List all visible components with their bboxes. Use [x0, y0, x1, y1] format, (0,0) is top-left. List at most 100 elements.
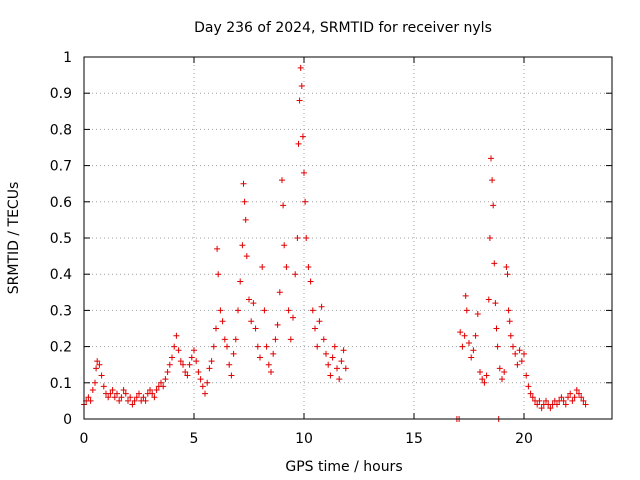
data-point: [114, 390, 120, 397]
data-point: [301, 169, 307, 176]
data-point: [340, 347, 347, 354]
data-point: [490, 202, 497, 209]
data-point: [199, 383, 206, 390]
data-point: [89, 387, 96, 394]
data-point: [270, 350, 277, 357]
data-point: [521, 350, 527, 357]
data-point: [518, 358, 525, 365]
data-point: [342, 365, 349, 372]
data-point: [162, 376, 169, 383]
data-point: [536, 397, 543, 404]
data-point: [186, 361, 193, 368]
data-point: [571, 394, 578, 401]
y-tick-label: 0.6: [50, 195, 72, 211]
data-point: [507, 332, 514, 339]
data-point: [504, 271, 511, 278]
data-point: [543, 397, 549, 404]
data-point: [268, 368, 274, 375]
data-point: [246, 296, 252, 303]
data-point: [516, 347, 523, 354]
data-point: [486, 235, 493, 241]
data-point: [127, 394, 134, 401]
data-point: [100, 383, 107, 390]
data-point: [136, 390, 142, 397]
data-point: [96, 361, 103, 368]
data-point: [466, 339, 472, 346]
data-point: [153, 387, 160, 394]
data-point: [116, 397, 123, 404]
data-point: [488, 155, 494, 162]
data-point: [215, 271, 222, 278]
data-point: [338, 358, 345, 365]
data-point: [206, 365, 213, 372]
data-point: [514, 361, 521, 368]
data-point: [299, 133, 306, 140]
data-point: [562, 401, 569, 408]
data-point: [204, 379, 211, 386]
data-point: [175, 347, 182, 354]
data-point: [510, 343, 516, 350]
data-point: [164, 368, 171, 375]
data-point: [529, 394, 536, 401]
data-point: [303, 235, 310, 241]
data-point: [240, 180, 247, 187]
data-point: [494, 343, 501, 350]
data-point: [506, 318, 513, 325]
x-tick-label: 10: [295, 431, 313, 447]
y-tick-label: 0.5: [50, 231, 72, 247]
data-point: [180, 361, 186, 368]
data-point: [85, 394, 92, 401]
data-point: [309, 307, 316, 314]
y-tick-label: 0.2: [50, 340, 72, 356]
data-point: [499, 376, 505, 383]
data-point: [459, 343, 466, 350]
y-tick-label: 0.4: [50, 267, 72, 283]
data-point: [221, 336, 228, 343]
data-point: [235, 307, 241, 314]
data-point: [320, 336, 327, 343]
y-tick-label: 1: [63, 50, 72, 66]
data-point: [239, 242, 246, 249]
data-point: [214, 245, 221, 252]
data-point: [318, 303, 325, 310]
data-point: [512, 350, 519, 357]
data-point: [228, 372, 235, 379]
data-point: [287, 336, 294, 343]
data-point: [230, 350, 237, 357]
data-point: [129, 401, 136, 408]
data-point: [248, 318, 255, 325]
data-point: [202, 390, 208, 397]
chart-title: Day 236 of 2024, SRMTID for receiver nyl…: [194, 20, 492, 36]
x-tick-label: 0: [80, 431, 89, 447]
data-point: [94, 358, 101, 365]
data-point: [534, 401, 541, 408]
x-tick-label: 15: [405, 431, 423, 447]
data-point: [472, 332, 479, 339]
data-point: [250, 300, 257, 307]
data-point: [323, 350, 329, 357]
data-point: [325, 361, 332, 368]
x-tick-label: 5: [190, 431, 199, 447]
data-point: [496, 365, 503, 372]
data-point: [493, 325, 500, 332]
data-point: [263, 343, 270, 350]
data-point: [265, 361, 272, 368]
data-point: [125, 397, 131, 404]
data-point: [463, 307, 470, 314]
data-point: [166, 361, 173, 368]
data-point: [160, 383, 167, 390]
data-point: [241, 198, 248, 205]
data-points: [81, 64, 589, 422]
data-point: [491, 260, 498, 267]
data-point: [560, 397, 567, 404]
data-point: [477, 368, 483, 375]
data-point: [93, 365, 100, 372]
data-point: [297, 64, 304, 71]
y-tick-label: 0.3: [50, 303, 72, 319]
data-point: [580, 397, 587, 404]
data-point: [285, 307, 292, 314]
data-point: [257, 354, 263, 361]
data-point: [232, 336, 239, 343]
